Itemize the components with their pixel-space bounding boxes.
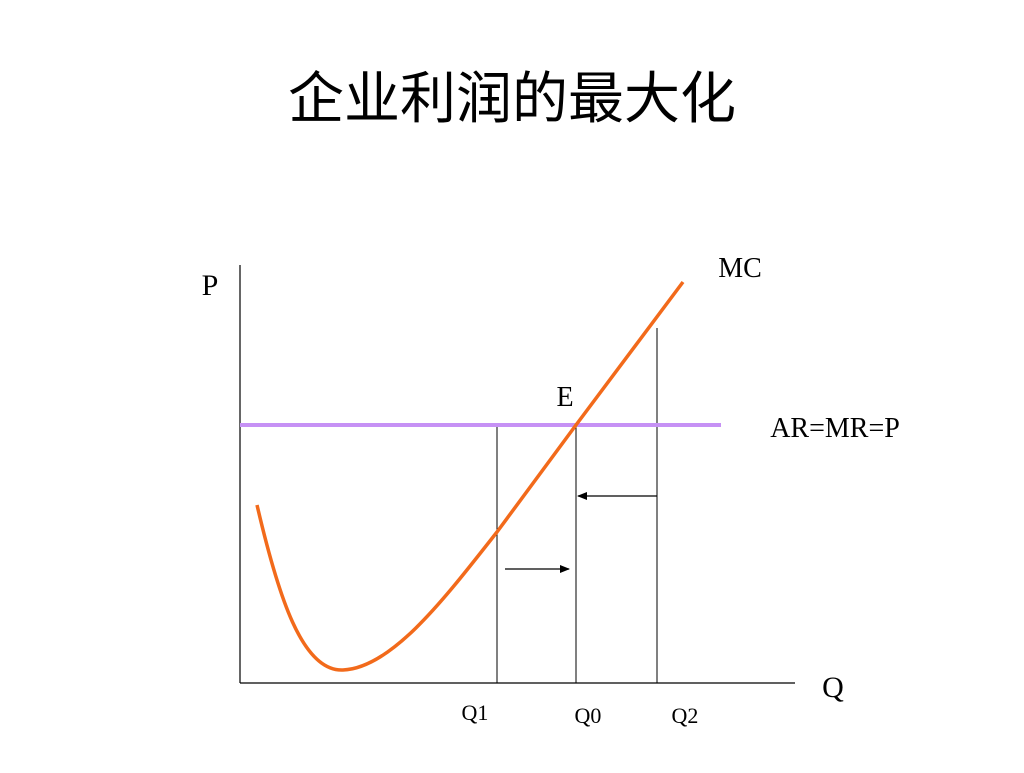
x-axis-label: Q [822,671,844,704]
quantity-label: Q1 [462,700,489,725]
mc-curve [255,280,685,672]
point-label: E [556,382,573,413]
quantity-label: Q0 [575,703,602,728]
mc-label: MC [718,253,762,284]
slide-title: 企业利润的最大化 [288,69,736,131]
y-axis-label: P [202,269,219,302]
quantity-label: Q2 [672,703,699,728]
price-line-label: AR=MR=P [770,413,900,444]
